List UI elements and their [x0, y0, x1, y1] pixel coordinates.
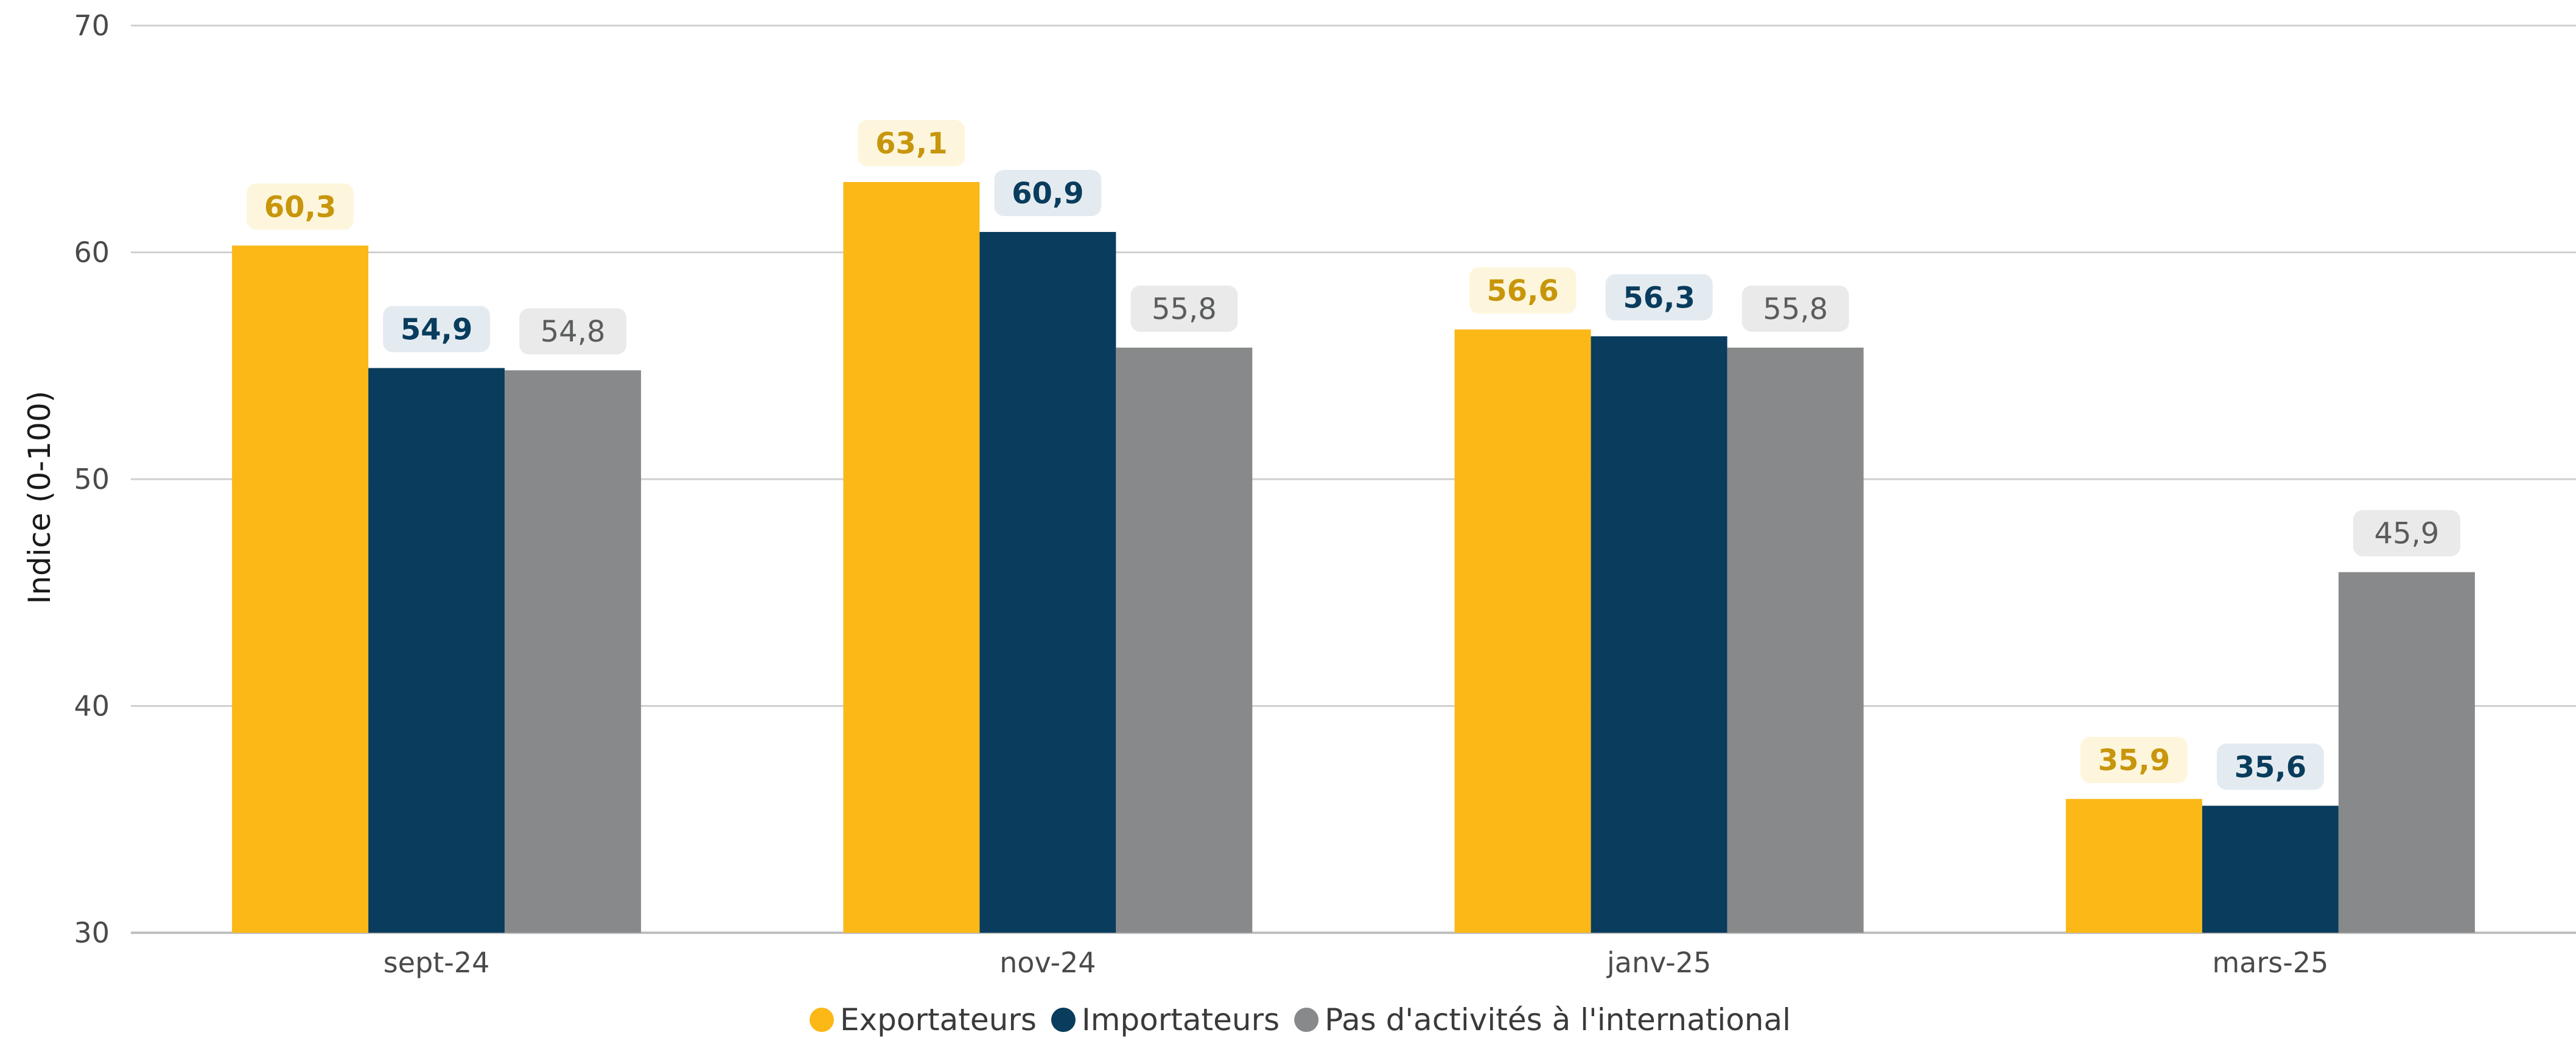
- data-label-background: [2353, 510, 2460, 556]
- data-label: 35,9: [2098, 743, 2170, 777]
- legend-label: Exportateurs: [840, 1002, 1037, 1037]
- data-label-background: [247, 183, 354, 230]
- y-axis-label: Indice (0-100): [22, 391, 57, 605]
- data-label: 55,8: [1152, 292, 1217, 326]
- x-axis-ticks: sept-24 nov-24 janv-25 mars-25: [383, 946, 2329, 979]
- data-label: 54,9: [401, 312, 472, 346]
- legend-label: Pas d'activités à l'international: [1325, 1002, 1791, 1037]
- data-label: 55,8: [1763, 292, 1828, 326]
- bar: [2338, 572, 2475, 933]
- bars: [232, 182, 2475, 933]
- data-label-background: [994, 169, 1102, 216]
- data-label-background: [858, 120, 965, 167]
- y-axis-ticks: 30 40 50 60 70: [74, 9, 110, 949]
- data-label-background: [2080, 737, 2188, 784]
- data-label-background: [519, 308, 627, 355]
- bar: [368, 368, 505, 933]
- bar: [2065, 799, 2202, 933]
- data-label: 45,9: [2374, 517, 2439, 551]
- bar: [979, 231, 1116, 933]
- data-label: 60,3: [264, 190, 336, 224]
- legend-label: Importateurs: [1082, 1002, 1279, 1037]
- bar: [843, 182, 980, 933]
- x-tick-label: nov-24: [999, 946, 1096, 979]
- legend-marker: [1294, 1008, 1319, 1032]
- data-label: 60,9: [1012, 177, 1083, 211]
- bar: [2202, 806, 2339, 933]
- data-label-background: [1130, 285, 1238, 332]
- data-label-background: [383, 306, 491, 353]
- data-label: 35,6: [2235, 750, 2306, 784]
- y-tick-label: 40: [74, 690, 110, 723]
- bar: [1454, 329, 1591, 933]
- data-label: 56,6: [1486, 274, 1558, 308]
- legend-marker: [1051, 1008, 1076, 1032]
- data-label: 63,1: [875, 127, 947, 161]
- legend-item: Pas d'activités à l'international: [1294, 1002, 1791, 1037]
- data-label-background: [2216, 743, 2324, 790]
- data-label: 54,8: [541, 315, 606, 349]
- x-tick-label: janv-25: [1606, 946, 1711, 979]
- x-tick-label: sept-24: [383, 946, 490, 979]
- legend-item: Exportateurs: [809, 1002, 1037, 1037]
- bar: [1727, 347, 1864, 933]
- data-labels: 60,3 54,9 54,8 63,1 60,9 55,8 56,6 56,3 55,8 35,9…: [247, 120, 2460, 790]
- data-label-background: [1469, 267, 1577, 314]
- y-tick-label: 30: [74, 916, 110, 949]
- legend-item: Importateurs: [1051, 1002, 1279, 1037]
- legend-marker: [809, 1008, 834, 1032]
- data-label-background: [1605, 274, 1713, 321]
- data-label-background: [1741, 285, 1849, 332]
- legend: Exportateurs Importateurs Pas d'activités …: [809, 1002, 1791, 1037]
- bar: [1591, 336, 1727, 933]
- bar: [232, 245, 369, 933]
- y-tick-label: 70: [74, 9, 110, 42]
- data-label: 56,3: [1623, 281, 1695, 315]
- y-tick-label: 50: [74, 463, 110, 496]
- x-tick-label: mars-25: [2212, 946, 2328, 979]
- bar: [505, 370, 642, 933]
- y-tick-label: 60: [74, 236, 110, 269]
- bar: [1116, 347, 1253, 933]
